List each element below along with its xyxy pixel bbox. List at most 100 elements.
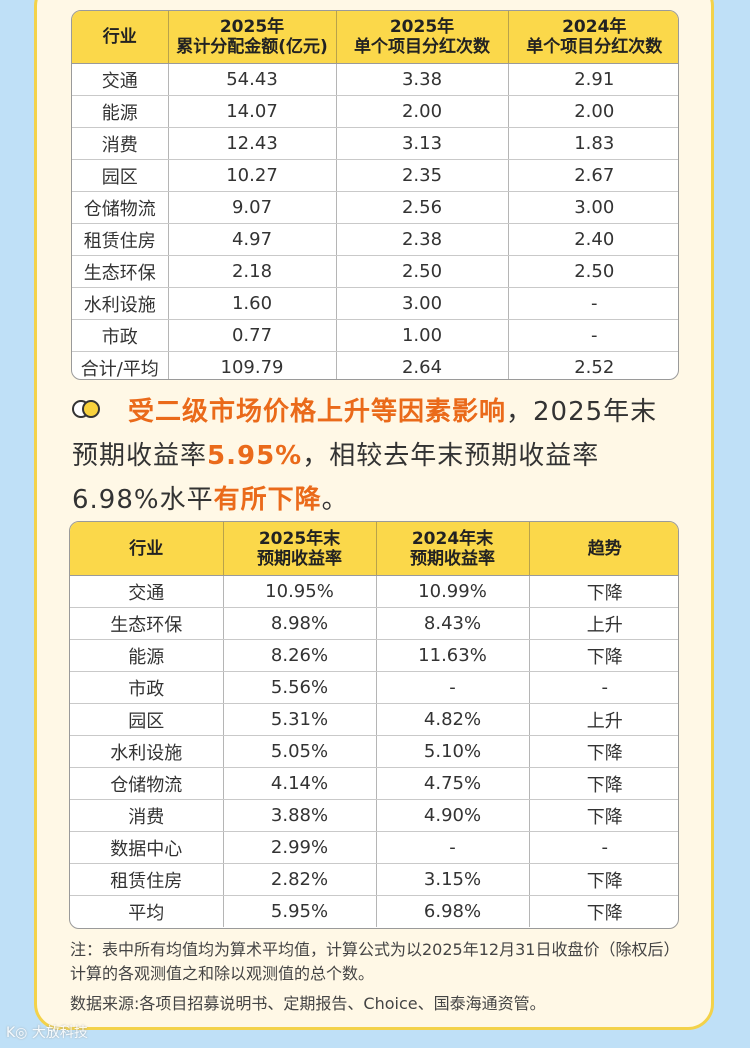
table-cell: 2.82% [223, 863, 377, 896]
table-row: 仓储物流 9.07 2.56 3.00 [72, 191, 678, 224]
table-cell: - [376, 671, 530, 704]
table-row: 水利设施 5.05% 5.10% 下降 [70, 735, 678, 768]
column-header-line: 累计分配金额(亿元) [176, 37, 328, 57]
table-cell: 能源 [70, 639, 224, 672]
table-cell: 水利设施 [72, 287, 169, 320]
table-cell: 3.38 [336, 63, 509, 96]
table-cell: 3.00 [508, 191, 678, 224]
table-cell: 下降 [529, 575, 678, 608]
table-cell: 8.26% [223, 639, 377, 672]
table-cell: 54.43 [168, 63, 337, 96]
table-cell: 下降 [529, 799, 678, 832]
table-cell: 2.56 [336, 191, 509, 224]
table-cell: 下降 [529, 863, 678, 896]
table-cell: 交通 [72, 63, 169, 96]
table-cell: 8.98% [223, 607, 377, 640]
table-cell: 4.75% [376, 767, 530, 800]
table-cell: 6.98% [376, 895, 530, 927]
table-cell: 平均 [70, 895, 224, 927]
data-source: 数据来源:各项目招募说明书、定期报告、Choice、国泰海通资管。 [70, 994, 546, 1013]
table-cell: 0.77 [168, 319, 337, 352]
column-header-line: 2024年 [562, 17, 627, 37]
table-cell: 8.43% [376, 607, 530, 640]
column-header: 2024年末 预期收益率 [376, 522, 530, 576]
table-cell: 市政 [70, 671, 224, 704]
column-header-line: 预期收益率 [410, 548, 495, 569]
table-cell: 合计/平均 [72, 351, 169, 379]
table-row: 交通 54.43 3.38 2.91 [72, 63, 678, 96]
table-cell: 上升 [529, 703, 678, 736]
table-cell: 园区 [70, 703, 224, 736]
table-row: 园区 10.27 2.35 2.67 [72, 159, 678, 192]
column-header: 行业 [72, 11, 169, 64]
summary-paragraph: 受二级市场价格上升等因素影响，2025年末预期收益率5.95%，相较去年末预期收… [72, 390, 682, 522]
highlight-rate: 5.95% [207, 441, 303, 471]
table-cell: 2.35 [336, 159, 509, 192]
dividend-table: 行业 2025年 累计分配金额(亿元) 2025年 单个项目分红次数 2024年 单个项目分… [71, 10, 679, 380]
table-row: 数据中心 2.99% - - [70, 831, 678, 864]
table-cell: 上升 [529, 607, 678, 640]
column-header-line: 趋势 [587, 538, 622, 559]
table-cell: 4.14% [223, 767, 377, 800]
column-header: 行业 [70, 522, 224, 576]
table-cell: 10.27 [168, 159, 337, 192]
table-cell: 租赁住房 [70, 863, 224, 896]
column-header: 2025年 累计分配金额(亿元) [168, 11, 337, 64]
table-cell: 仓储物流 [72, 191, 169, 224]
table-cell: 2.99% [223, 831, 377, 864]
column-header-line: 2025年 [389, 17, 455, 37]
table-cell: - [529, 671, 678, 704]
table-cell: 2.00 [508, 95, 678, 128]
table-cell: 下降 [529, 639, 678, 672]
table-cell: 11.63% [376, 639, 530, 672]
table-row: 生态环保 2.18 2.50 2.50 [72, 255, 678, 288]
table-row: 仓储物流 4.14% 4.75% 下降 [70, 767, 678, 800]
table-cell: 2.50 [336, 255, 509, 288]
table-cell: 3.88% [223, 799, 377, 832]
table-cell: 2.18 [168, 255, 337, 288]
table-cell: 2.91 [508, 63, 678, 96]
table-row: 合计/平均 109.79 2.64 2.52 [72, 351, 678, 379]
table-cell: 2.38 [336, 223, 509, 256]
table-cell: 下降 [529, 767, 678, 800]
table-cell: 2.40 [508, 223, 678, 256]
table-cell: 生态环保 [70, 607, 224, 640]
table-cell: 5.05% [223, 735, 377, 768]
table-cell: 消费 [70, 799, 224, 832]
column-header: 2024年 单个项目分红次数 [508, 11, 678, 64]
table-row: 市政 0.77 1.00- [72, 319, 678, 352]
table-cell: 2.52 [574, 357, 615, 378]
table-header-row: 行业 2025年 累计分配金额(亿元) 2025年 单个项目分红次数 2024年 单个项目分… [72, 11, 678, 64]
table-row: 水利设施 1.60 3.00- [72, 287, 678, 320]
table-cell: 5.10% [376, 735, 530, 768]
table-cell: - [508, 287, 678, 320]
table-cell: 1.00 [336, 319, 509, 352]
bullet-circles-icon [72, 399, 108, 421]
column-header: 2025年 单个项目分红次数 [336, 11, 509, 64]
table-cell: 5.56% [223, 671, 377, 704]
table-cell: 1.83 [508, 127, 678, 160]
highlight-trend: 有所下降 [213, 485, 322, 515]
table-cell: 下降 [529, 735, 678, 768]
watermark-logo: K◎ 大放科技 [6, 1025, 88, 1041]
table-cell: 2.00 [336, 95, 509, 128]
table-header-row: 行业 2025年末 预期收益率 2024年末 预期收益率 趋势 [70, 522, 678, 576]
yield-table: 行业 2025年末 预期收益率 2024年末 预期收益率 趋势 交通 10.95% 10.99… [69, 521, 679, 929]
table-cell: 3.15% [376, 863, 530, 896]
table-cell: 3.13 [336, 127, 509, 160]
table-cell: 租赁住房 [72, 223, 169, 256]
column-header-line: 2024年末 [411, 528, 494, 549]
table-cell: 园区 [72, 159, 169, 192]
table-cell: 生态环保 [72, 255, 169, 288]
table-cell: 能源 [72, 95, 169, 128]
table-cell: 数据中心 [70, 831, 224, 864]
table-cell: 消费 [72, 127, 169, 160]
table-cell: 10.95% [223, 575, 377, 608]
table-cell: 4.97 [168, 223, 337, 256]
paragraph-text: ，相较去年末预期收益率6.98%水平 [72, 441, 600, 515]
table-cell: 下降 [586, 902, 623, 924]
table-cell: - [529, 831, 678, 864]
column-header-line: 2025年 [219, 17, 285, 37]
table-row: 能源 14.07 2.00 2.00 [72, 95, 678, 128]
table-row: 园区 5.31% 4.82% 上升 [70, 703, 678, 736]
